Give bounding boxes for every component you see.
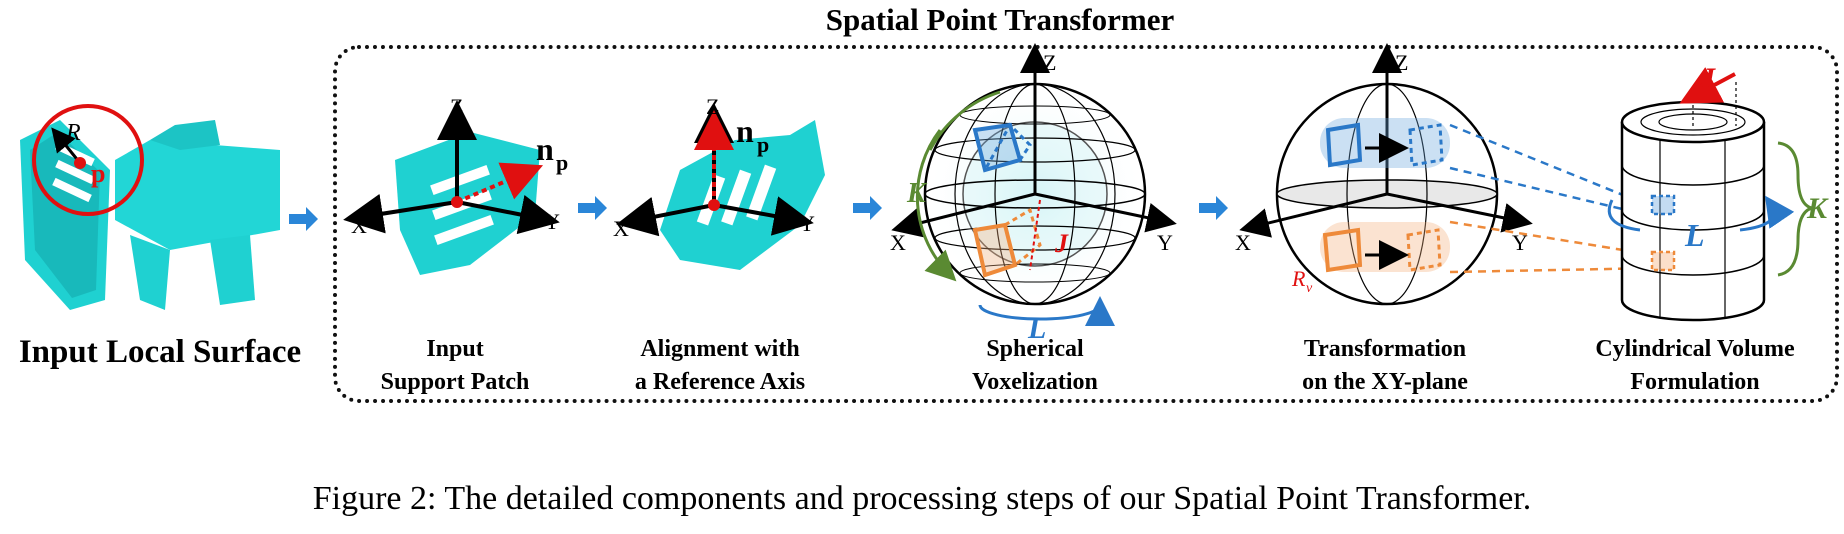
- flow-arrow-2: [578, 196, 607, 220]
- flow-arrows: [289, 196, 1228, 231]
- axis-Y-2: Y: [799, 211, 815, 236]
- axis-Z-3: Z: [1043, 50, 1056, 75]
- stage-caption-3-line2: Voxelization: [972, 369, 1098, 395]
- stage-caption-4-line1: Transformation: [1303, 336, 1467, 362]
- stage-caption-3-line1: Spherical: [986, 336, 1084, 362]
- stage2-alignment: Z X Y n p: [613, 94, 825, 270]
- stage-caption-4: Transformation on the XY-plane: [1270, 333, 1500, 399]
- stage1-support-patch: Z X Y n p: [343, 94, 568, 275]
- label-J-2: J: [1699, 62, 1716, 95]
- axis-X-2: X: [613, 216, 629, 241]
- flow-arrow-1: [289, 207, 318, 231]
- axis-Z-1: Z: [450, 94, 463, 119]
- figure-title: Spatial Point Transformer: [825, 2, 1175, 37]
- label-L-1: L: [1027, 312, 1046, 345]
- stage3-spherical-voxelization: Z X Y K L J: [890, 43, 1177, 345]
- symbol-p: p: [91, 159, 105, 188]
- stage-caption-5: Cylindrical Volume Formulation: [1565, 333, 1825, 399]
- support-radius-circle: [32, 104, 144, 216]
- label-J-1: J: [1054, 229, 1069, 258]
- label-L-2: L: [1684, 217, 1705, 253]
- symbol-R: R: [65, 120, 81, 146]
- figure-caption: Figure 2: The detailed components and pr…: [312, 480, 1532, 517]
- stage-caption-5-line2: Formulation: [1630, 369, 1760, 395]
- axis-X-3: X: [890, 230, 906, 255]
- axis-X-1: X: [351, 213, 367, 238]
- flow-arrow-3: [853, 196, 882, 220]
- label-Rv: R: [1291, 266, 1306, 291]
- axis-Y-1: Y: [544, 209, 560, 234]
- flow-arrow-4: [1199, 196, 1228, 220]
- normal-n-2: n: [736, 113, 754, 149]
- stage-caption-1-line2: Support Patch: [380, 369, 530, 395]
- axis-X-4: X: [1235, 230, 1251, 255]
- label-K-1: K: [906, 178, 928, 209]
- input-surface-illustration: R p: [20, 104, 280, 310]
- stage-caption-1: Input Support Patch: [370, 333, 540, 399]
- stage-caption-4-line2: on the XY-plane: [1302, 369, 1468, 395]
- normal-sub-2: p: [757, 132, 769, 157]
- stage-caption-1-line1: Input: [426, 336, 484, 362]
- stage-caption-5-line1: Cylindrical Volume: [1595, 336, 1795, 362]
- stage4-xy-transformation: Z X Y R v: [1235, 43, 1533, 306]
- point-p-marker: [74, 157, 86, 169]
- input-surface-label: Input Local Surface: [18, 334, 302, 370]
- normal-n-1: n: [536, 131, 554, 167]
- stage-caption-2-line1: Alignment with: [640, 336, 800, 362]
- label-Rv-sub: v: [1306, 281, 1313, 296]
- axis-Y-3: Y: [1157, 230, 1173, 255]
- stage-caption-3: Spherical Voxelization: [940, 333, 1130, 399]
- normal-sub-1: p: [556, 150, 568, 175]
- stage-caption-2-line2: a Reference Axis: [634, 369, 806, 395]
- spatial-point-transformer-box: [333, 45, 1839, 403]
- stage-caption-2: Alignment with a Reference Axis: [610, 333, 830, 399]
- axis-Y-4: Y: [1512, 230, 1528, 255]
- label-K-2: K: [1806, 192, 1829, 225]
- axis-Z-4: Z: [1395, 50, 1408, 75]
- stage5-cylinder: J L K: [1607, 62, 1829, 322]
- axis-Z-2: Z: [706, 94, 719, 119]
